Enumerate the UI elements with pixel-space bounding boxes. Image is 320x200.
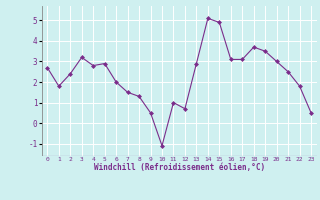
X-axis label: Windchill (Refroidissement éolien,°C): Windchill (Refroidissement éolien,°C): [94, 163, 265, 172]
